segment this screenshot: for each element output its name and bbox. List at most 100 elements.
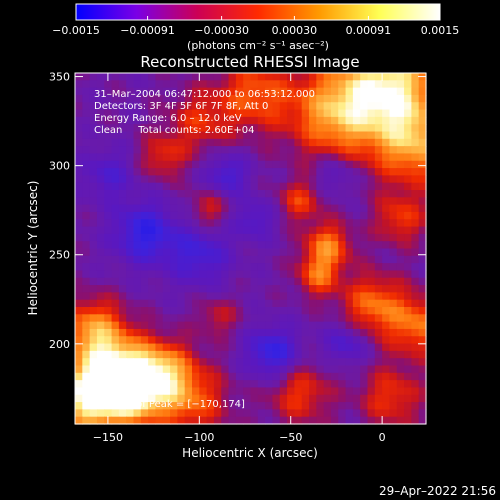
heatmap-cell xyxy=(126,182,135,191)
heatmap-cell xyxy=(243,277,252,286)
heatmap-cell xyxy=(287,365,295,374)
heatmap-cell xyxy=(133,219,142,228)
colorbar-tick-label: 0.0015 xyxy=(421,24,460,37)
heatmap-cell xyxy=(148,116,157,125)
heatmap-cell xyxy=(133,146,142,155)
heatmap-cell xyxy=(118,409,127,418)
heatmap-cell xyxy=(118,343,127,352)
heatmap-cell xyxy=(206,343,215,352)
heatmap-cell xyxy=(140,131,149,140)
heatmap-cell xyxy=(389,380,398,389)
heatmap-cell xyxy=(89,394,98,403)
heatmap-cell xyxy=(155,168,164,176)
heatmap-cell xyxy=(257,372,266,381)
heatmap-cell xyxy=(396,299,405,308)
heatmap-cell xyxy=(140,233,149,242)
heatmap-cell xyxy=(82,263,91,272)
heatmap-cell xyxy=(323,350,332,359)
heatmap-cell xyxy=(118,248,127,257)
heatmap-cell xyxy=(148,263,157,272)
heatmap-cell xyxy=(287,138,295,147)
heatmap-cell xyxy=(96,372,105,381)
heatmap-cell xyxy=(243,321,252,330)
heatmap-cell xyxy=(367,138,376,147)
heatmap-cell xyxy=(89,138,98,147)
heatmap-cell xyxy=(126,277,135,286)
heatmap-cell xyxy=(184,343,193,352)
heatmap-cell xyxy=(294,299,303,308)
heatmap-cell xyxy=(170,416,178,425)
heatmap-cell xyxy=(272,263,281,272)
heatmap-cell xyxy=(330,197,339,206)
heatmap-cell xyxy=(301,270,310,279)
heatmap-cell xyxy=(96,226,105,235)
heatmap-cell xyxy=(411,204,420,213)
heatmap-cell xyxy=(279,160,288,169)
heatmap-cell xyxy=(213,233,222,242)
heatmap-cell xyxy=(192,255,200,264)
heatmap-cell xyxy=(228,109,237,118)
heatmap-cell xyxy=(316,328,325,337)
heatmap-cell xyxy=(418,204,427,213)
heatmap-cell xyxy=(118,131,127,140)
heatmap-cell xyxy=(374,168,383,176)
heatmap-cell xyxy=(177,263,186,272)
heatmap-cell xyxy=(192,394,200,403)
heatmap-cell xyxy=(257,219,266,228)
heatmap-cell xyxy=(235,365,244,374)
heatmap-cell xyxy=(199,277,208,286)
heatmap-cell xyxy=(338,285,347,293)
heatmap-cell xyxy=(411,321,420,330)
heatmap-cell xyxy=(301,146,310,155)
colorbar-tick-label: 0.00091 xyxy=(346,24,392,37)
heatmap-cell xyxy=(316,102,325,111)
heatmap-cell xyxy=(140,102,149,111)
heatmap-cell xyxy=(316,182,325,191)
heatmap-cell xyxy=(82,80,91,89)
heatmap-cell xyxy=(243,241,252,250)
heatmap-cell xyxy=(250,314,259,323)
heatmap-cell xyxy=(360,153,369,162)
heatmap-cell xyxy=(221,102,230,111)
heatmap-cell xyxy=(199,190,208,198)
heatmap-cell xyxy=(82,394,91,403)
heatmap-cell xyxy=(162,190,171,198)
heatmap-cell xyxy=(235,263,244,272)
heatmap-cell xyxy=(177,204,186,213)
heatmap-cell xyxy=(265,190,274,198)
heatmap-cell xyxy=(140,307,149,315)
heatmap-cell xyxy=(309,73,317,81)
heatmap-cell xyxy=(118,285,127,293)
heatmap-cell xyxy=(177,153,186,162)
heatmap-cell xyxy=(148,380,157,389)
heatmap-cell xyxy=(148,211,157,220)
heatmap-cell xyxy=(382,350,391,359)
heatmap-cell xyxy=(294,307,303,315)
heatmap-cell xyxy=(75,365,83,374)
heatmap-cell xyxy=(148,182,157,191)
heatmap-cell xyxy=(206,175,215,184)
heatmap-cell xyxy=(118,109,127,118)
heatmap-cell xyxy=(75,255,83,264)
heatmap-cell xyxy=(133,372,142,381)
heatmap-cell xyxy=(118,168,127,176)
heatmap-cell xyxy=(287,380,295,389)
heatmap-cell xyxy=(396,409,405,418)
heatmap-cell xyxy=(162,255,171,264)
heatmap-cell xyxy=(192,270,200,279)
heatmap-cell xyxy=(133,350,142,359)
heatmap-cell xyxy=(148,336,157,345)
heatmap-cell xyxy=(389,365,398,374)
heatmap-cell xyxy=(316,241,325,250)
heatmap-cell xyxy=(133,190,142,198)
heatmap-cell xyxy=(345,87,354,96)
heatmap-cell xyxy=(411,263,420,272)
heatmap-cell xyxy=(272,175,281,184)
heatmap-cell xyxy=(316,307,325,315)
heatmap-cell xyxy=(155,116,164,125)
heatmap-cell xyxy=(118,307,127,315)
heatmap-cell xyxy=(206,255,215,264)
heatmap-cell xyxy=(396,233,405,242)
heatmap-cell xyxy=(192,241,200,250)
heatmap-cell xyxy=(272,160,281,169)
